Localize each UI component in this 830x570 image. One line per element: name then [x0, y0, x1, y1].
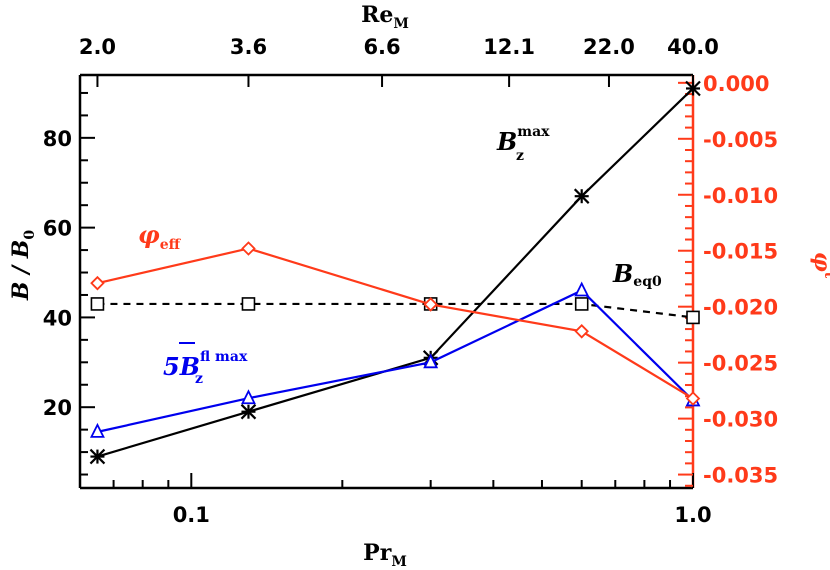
x-axis-title: PrM — [363, 540, 407, 570]
y-left-tick-label: 20 — [43, 396, 72, 420]
x-top-axis-title: ReM — [361, 2, 409, 32]
y-left-tick-label: 40 — [43, 306, 72, 330]
x-axis-title-sub: M — [391, 554, 407, 570]
x-top-tick-label: 40.0 — [667, 35, 719, 59]
triangle-marker — [574, 281, 590, 297]
y-right-tick-label: -0.005 — [703, 128, 778, 152]
square-marker — [574, 297, 589, 311]
x-top-tick-label: 22.0 — [583, 35, 635, 59]
annotation-bfl-max: 5Bfl max z — [163, 349, 248, 387]
x-top-axis-title-sub: M — [393, 16, 409, 32]
y-right-tick-label: -0.015 — [703, 240, 778, 264]
annotation-bz-max-sub: z — [516, 148, 524, 164]
y-right-tick-label: -0.020 — [703, 296, 778, 320]
x-top-tick-label: 2.0 — [79, 35, 116, 59]
asterisk-stroke — [89, 448, 106, 465]
y-left-axis-title: B / B0 — [8, 230, 38, 302]
beq0-line — [97, 302, 694, 319]
y-left-axis-title-sep: / — [8, 258, 34, 281]
x-top-axis-title-main: Re — [361, 2, 393, 28]
diamond-marker — [574, 324, 589, 339]
annotation-phi-eff-main: φ — [138, 220, 160, 249]
x-top-tick-label: 6.6 — [363, 35, 400, 59]
plot-frame — [78, 73, 695, 490]
diamond-marker — [90, 275, 105, 291]
asterisk-marker — [89, 448, 106, 465]
square-marker — [90, 297, 105, 311]
annotation-phi-eff: φeff — [138, 220, 182, 253]
annotation-bfl-max-prefix: 5 — [163, 352, 180, 381]
square-marker — [241, 297, 256, 311]
x-tick-label: 0.1 — [173, 503, 210, 527]
annotation-bz-max: Bmax z — [496, 124, 550, 164]
triangle-marker — [241, 389, 256, 405]
diamond-marker — [241, 241, 256, 256]
y-right-tick-label: -0.025 — [703, 352, 778, 376]
asterisk-marker — [240, 403, 257, 420]
annotation-beq0-main: B — [612, 259, 633, 288]
y-right-axis-title-main: φ — [809, 252, 830, 272]
diamond-marker — [685, 391, 701, 406]
diamond-marker — [423, 297, 438, 312]
x-top-tick-label: 3.6 — [230, 35, 267, 59]
asterisk-marker — [685, 80, 701, 97]
square-marker — [686, 310, 700, 325]
beq0-markers — [90, 297, 700, 325]
y-right-tick-label: -0.030 — [703, 408, 778, 432]
y-right-tick-label: -0.010 — [703, 184, 778, 208]
annotation-bfl-max-sub: z — [195, 371, 203, 387]
y-right-axis-title: φt — [809, 252, 830, 279]
bz-max-line — [97, 87, 694, 458]
triangle-marker — [89, 422, 105, 438]
x-axis-title-main: Pr — [363, 540, 392, 566]
x-top-tick-label: 12.1 — [483, 35, 535, 59]
y-right-axis-title-sup: t — [821, 272, 830, 279]
series-layer — [89, 80, 701, 465]
y-left-tick-label: 80 — [43, 127, 72, 151]
bz-max-markers — [89, 80, 701, 465]
y-right-tick-label: -0.035 — [703, 464, 778, 488]
annotation-beq0-sub: eq0 — [633, 274, 662, 290]
triangle-marker — [423, 353, 439, 369]
asterisk-stroke — [685, 80, 701, 97]
annotation-beq0: Beq0 — [612, 259, 662, 290]
phi-eff-markers — [90, 241, 701, 406]
asterisk-marker — [573, 188, 590, 204]
y-left-axis-title-denom: B — [8, 240, 34, 260]
y-right-tick-label: 0.000 — [703, 72, 769, 96]
y-left-axis-title-denom-sub: 0 — [22, 230, 38, 240]
annotation-bfl-max-sup: fl max — [200, 349, 248, 365]
asterisk-stroke — [573, 188, 590, 204]
y-left-axis-title-main: B — [8, 282, 34, 302]
annotation-bz-max-main: B — [496, 127, 517, 156]
y-left-tick-label: 60 — [43, 217, 72, 241]
annotation-bfl-max-main: B — [179, 352, 200, 381]
annotation-bz-max-sup: max — [517, 124, 550, 140]
asterisk-stroke — [240, 403, 257, 420]
labels-layer: 0.1 1.0 2.0 3.6 6.6 12.1 22.0 40.0 20 40 60 80 0.000… — [8, 2, 830, 570]
x-tick-label: 1.0 — [674, 503, 711, 527]
annotation-phi-eff-sub: eff — [160, 237, 182, 253]
